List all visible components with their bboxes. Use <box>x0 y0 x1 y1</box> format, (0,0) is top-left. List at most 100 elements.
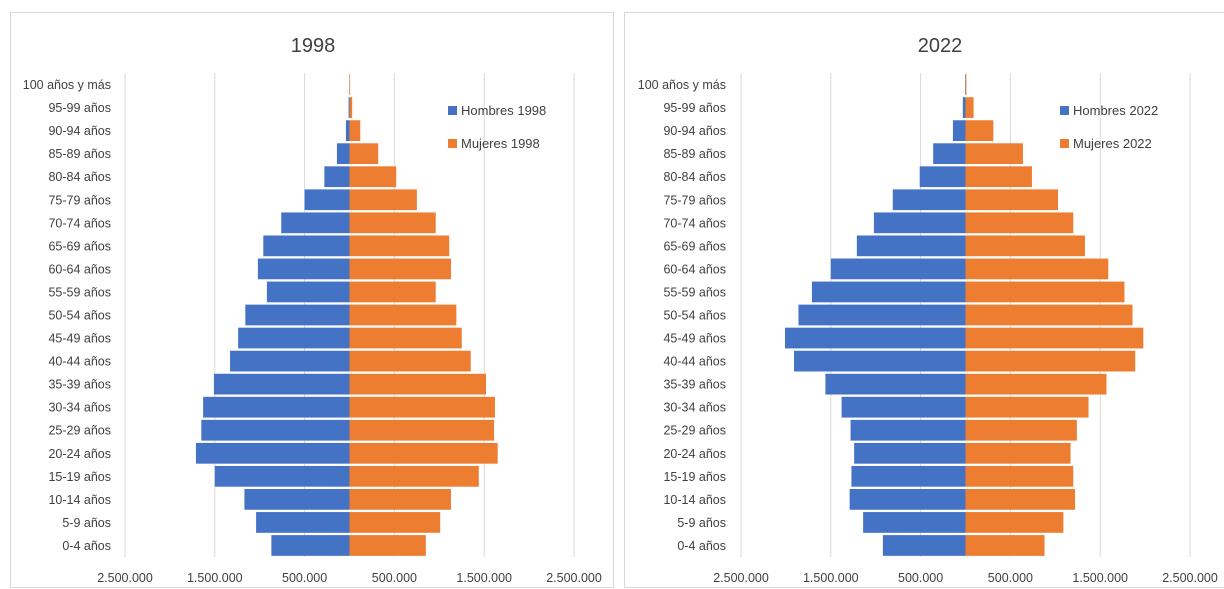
bar-mujeres <box>349 166 397 188</box>
legend-swatch <box>448 106 457 115</box>
chart-title: 1998 <box>291 35 336 57</box>
bar-hombres <box>195 442 350 464</box>
x-tick-label: 500.000 <box>988 571 1033 585</box>
bar-mujeres <box>965 489 1076 510</box>
legend-label: Mujeres 2022 <box>1073 136 1152 151</box>
bar-hombres <box>324 166 350 188</box>
y-category-label: 85-89 años <box>663 147 726 161</box>
y-category-label: 10-14 años <box>663 493 726 507</box>
y-category-label: 60-64 años <box>48 262 111 276</box>
y-category-label: 5-9 años <box>677 516 726 530</box>
y-category-label: 80-84 años <box>48 170 111 184</box>
y-category-label: 55-59 años <box>48 285 111 299</box>
bar-mujeres <box>349 535 426 556</box>
x-tick-label: 2.500.000 <box>97 571 153 585</box>
bar-mujeres <box>349 97 353 118</box>
series-mujeres <box>965 74 1144 556</box>
y-category-label: 80-84 años <box>663 170 726 184</box>
bar-mujeres <box>349 442 498 464</box>
bar-mujeres <box>965 120 994 141</box>
legend-label: Mujeres 1998 <box>461 136 540 151</box>
bar-hombres <box>263 235 350 257</box>
bar-hombres <box>201 419 350 441</box>
bar-hombres <box>793 350 966 372</box>
x-tick-label: 2.500.000 <box>546 571 602 585</box>
x-tick-label: 500.000 <box>372 571 417 585</box>
bar-mujeres <box>349 465 479 487</box>
y-category-label: 15-19 años <box>48 470 111 484</box>
bar-mujeres <box>965 465 1074 487</box>
bar-mujeres <box>965 535 1045 556</box>
y-category-label: 70-74 años <box>48 216 111 230</box>
bar-mujeres <box>349 143 379 165</box>
x-tick-label: 1.500.000 <box>187 571 243 585</box>
bar-mujeres <box>965 189 1058 211</box>
bar-hombres <box>238 327 350 349</box>
y-category-label: 50-54 años <box>48 309 111 323</box>
y-category-label: 20-24 años <box>663 447 726 461</box>
bar-hombres <box>863 512 966 533</box>
y-category-label: 75-79 años <box>48 193 111 207</box>
y-category-label: 65-69 años <box>663 239 726 253</box>
y-category-label: 5-9 años <box>62 516 111 530</box>
bar-hombres <box>281 212 350 234</box>
bar-hombres <box>230 350 350 372</box>
y-category-label: 40-44 años <box>48 355 111 369</box>
bar-hombres <box>345 120 350 141</box>
bar-mujeres <box>965 143 1023 165</box>
y-category-label: 90-94 años <box>48 124 111 138</box>
bar-mujeres <box>965 166 1032 188</box>
legend-label: Hombres 2022 <box>1073 103 1158 118</box>
legend-swatch <box>448 139 457 148</box>
bar-hombres <box>873 212 966 234</box>
bar-mujeres <box>965 350 1136 372</box>
bar-mujeres <box>349 74 351 95</box>
bar-hombres <box>850 419 966 441</box>
bar-mujeres <box>965 258 1109 280</box>
bar-hombres <box>266 281 350 303</box>
y-category-label: 20-24 años <box>48 447 111 461</box>
x-tick-label: 500.000 <box>898 571 943 585</box>
bar-mujeres <box>349 189 417 211</box>
bar-hombres <box>257 258 350 280</box>
bar-hombres <box>933 143 966 165</box>
bar-mujeres <box>965 512 1064 533</box>
y-category-label: 50-54 años <box>663 309 726 323</box>
chart-svg-1998: 1998 2.500.000 1.500.000 500.000 500.000 1.50… <box>23 35 602 585</box>
y-category-label: 35-39 años <box>48 378 111 392</box>
bar-mujeres <box>965 327 1144 349</box>
series-mujeres <box>349 74 498 556</box>
bar-mujeres <box>965 304 1133 326</box>
bar-hombres <box>244 489 350 510</box>
bar-mujeres <box>349 350 471 372</box>
bar-mujeres <box>349 304 457 326</box>
bar-mujeres <box>349 419 495 441</box>
bar-hombres <box>304 189 350 211</box>
y-category-label: 25-29 años <box>663 424 726 438</box>
y-category-label: 15-19 años <box>663 470 726 484</box>
bar-hombres <box>856 235 966 257</box>
bar-hombres <box>851 465 966 487</box>
bar-hombres <box>256 512 350 533</box>
y-category-label: 70-74 años <box>663 216 726 230</box>
bar-mujeres <box>965 235 1085 257</box>
bar-hombres <box>882 535 966 556</box>
bar-mujeres <box>349 489 451 510</box>
y-category-label: 40-44 años <box>663 355 726 369</box>
bar-hombres <box>854 442 966 464</box>
y-category-label: 65-69 años <box>48 239 111 253</box>
x-tick-label: 1.500.000 <box>1072 571 1128 585</box>
y-category-label: 25-29 años <box>48 424 111 438</box>
bar-mujeres <box>349 373 486 395</box>
chart-svg-2022: 2022 2.500.000 1.500.000 500.000 500.000 1.50… <box>638 35 1218 585</box>
legend-swatch <box>1060 139 1069 148</box>
y-category-label: 60-64 años <box>663 262 726 276</box>
bar-hombres <box>965 74 966 95</box>
y-category-label: 75-79 años <box>663 193 726 207</box>
bar-hombres <box>811 281 966 303</box>
bar-mujeres <box>965 281 1125 303</box>
y-category-label: 100 años y más <box>638 78 726 92</box>
bar-mujeres <box>349 258 451 280</box>
chart-title: 2022 <box>918 35 963 57</box>
bar-mujeres <box>965 97 974 118</box>
